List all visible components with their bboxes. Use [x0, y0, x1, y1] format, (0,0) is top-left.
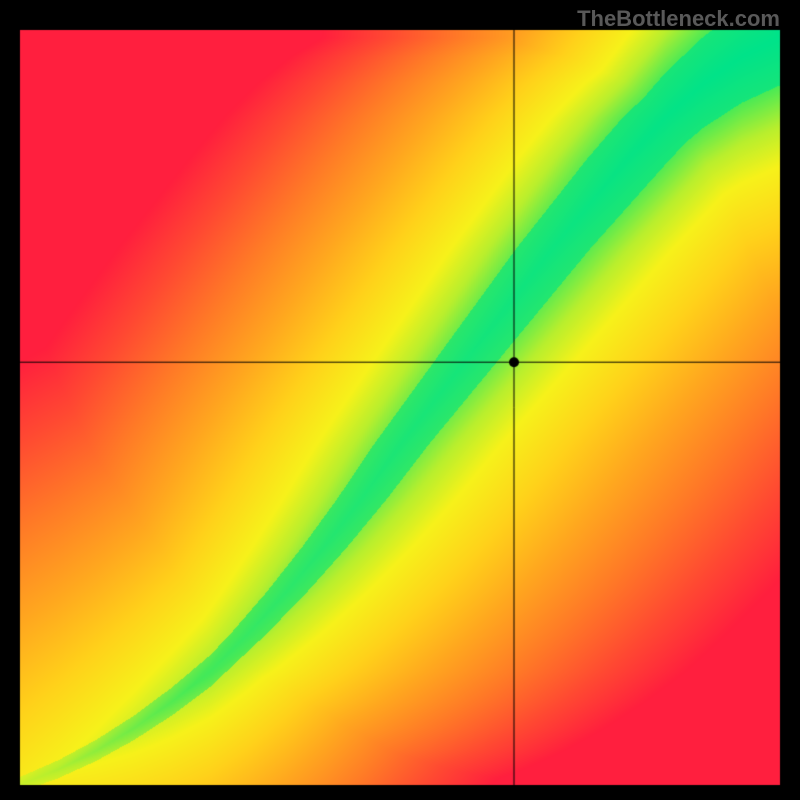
- watermark-text: TheBottleneck.com: [577, 6, 780, 32]
- heatmap-canvas: [0, 0, 800, 800]
- chart-container: TheBottleneck.com: [0, 0, 800, 800]
